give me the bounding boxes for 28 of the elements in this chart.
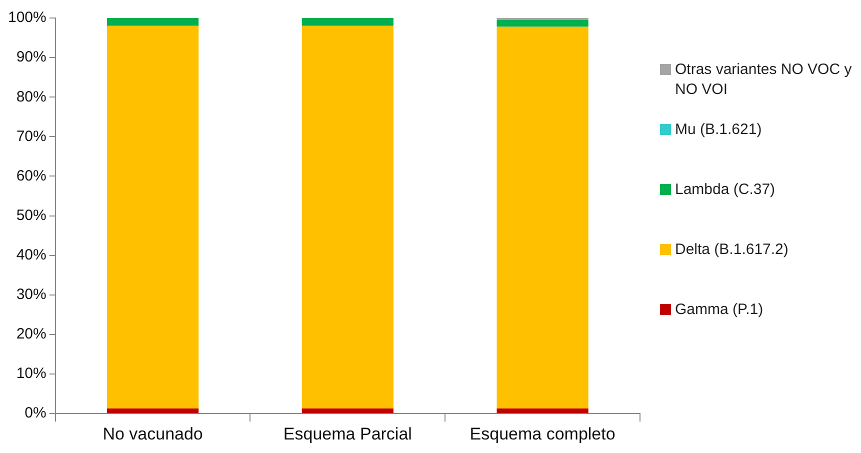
y-tick-label: 70%	[16, 128, 46, 145]
y-tick-label: 0%	[24, 404, 46, 422]
bar	[107, 18, 199, 26]
bar	[496, 26, 588, 408]
y-tick-label: 80%	[16, 88, 46, 106]
bar	[302, 408, 394, 414]
y-tick-label: 60%	[16, 167, 46, 184]
legend-label: Mu (B.1.621)	[675, 120, 762, 140]
x-tick-label: Esquema Parcial	[283, 424, 412, 444]
y-tick-label: 90%	[16, 48, 46, 66]
x-tick-label: Esquema completo	[470, 424, 616, 444]
y-tick-label: 20%	[16, 326, 46, 343]
y-tick-label: 30%	[16, 286, 46, 304]
x-tick-label: No vacunado	[102, 424, 203, 444]
y-tick-label: 100%	[8, 9, 46, 26]
legend-label: Delta (B.1.617.2)	[675, 240, 788, 260]
legend-label: Otras variantes NO VOC y NO VOI	[675, 60, 853, 100]
bar	[107, 26, 199, 408]
legend-label: Lambda (C.37)	[675, 180, 776, 200]
bar	[302, 18, 394, 26]
legend-label: Gamma (P.1)	[675, 300, 764, 320]
bar	[107, 408, 199, 414]
bar	[496, 20, 588, 27]
y-tick-label: 10%	[16, 365, 46, 382]
y-tick-label: 40%	[16, 246, 46, 264]
bar	[302, 26, 394, 408]
bar	[496, 408, 588, 414]
y-tick-label: 50%	[16, 206, 46, 224]
